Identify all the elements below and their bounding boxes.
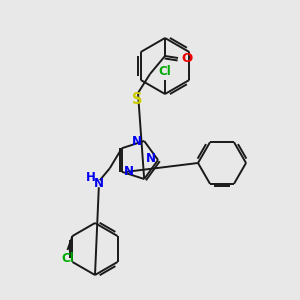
Text: Cl: Cl [159, 65, 171, 78]
Text: N: N [132, 136, 142, 148]
Text: Cl: Cl [61, 252, 74, 265]
Text: N: N [94, 177, 104, 190]
Text: H: H [86, 171, 96, 184]
Text: S: S [132, 92, 142, 106]
Text: O: O [181, 52, 192, 64]
Text: N: N [146, 152, 156, 166]
Text: N: N [124, 165, 134, 178]
